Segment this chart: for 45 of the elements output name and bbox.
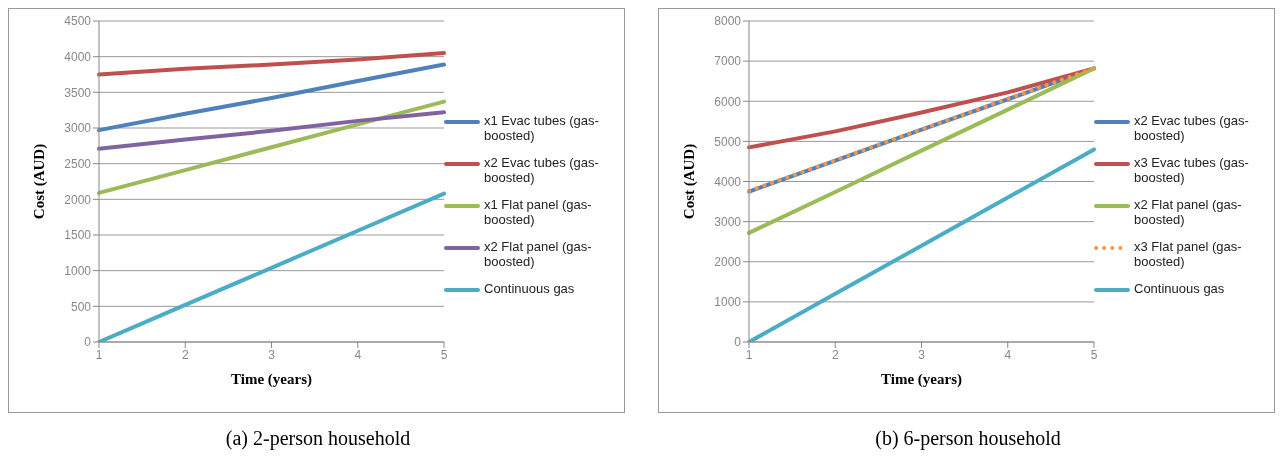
y-tick-label: 2000	[64, 192, 92, 207]
y-tick-label: 4000	[64, 49, 92, 64]
legend-label: x2 Evac tubes (gas-boosted)	[484, 155, 600, 185]
legend-label: x1 Evac tubes (gas-boosted)	[484, 113, 600, 143]
x-axis-title: Time (years)	[881, 371, 962, 388]
legend-label: x3 Evac tubes (gas-boosted)	[1134, 155, 1250, 185]
y-tick-label: 3000	[714, 214, 742, 229]
legend-label: x2 Flat panel (gas-boosted)	[1134, 197, 1243, 227]
legend-label: Continuous gas	[1134, 281, 1225, 296]
y-tick-label: 500	[70, 299, 92, 314]
text: (b) 6-person household	[874, 427, 1062, 450]
y-tick-label: 3500	[64, 85, 92, 100]
legend-label: x2 Flat panel (gas-boosted)	[484, 239, 593, 269]
x-tick-label: 1	[95, 347, 103, 362]
text: (a) 2-person household	[224, 427, 412, 450]
x-tick-label: 4	[1004, 347, 1012, 362]
x-tick-label: 5	[1090, 347, 1098, 362]
legend-label: Continuous gas	[484, 281, 575, 296]
legend-label: x3 Flat panel (gas-boosted)	[1134, 239, 1243, 269]
y-tick-label: 2000	[714, 255, 742, 270]
x-tick-label: 3	[918, 347, 926, 362]
y-tick-label: 1000	[714, 295, 742, 310]
y-tick-label: 4000	[714, 174, 742, 189]
x-tick-label: 1	[745, 347, 753, 362]
y-tick-label: 7000	[714, 54, 742, 69]
y-tick-label: 2500	[64, 156, 92, 171]
x-tick-label: 4	[354, 347, 362, 362]
y-tick-label: 8000	[714, 14, 742, 29]
x-tick-label: 3	[268, 347, 276, 362]
x-tick-label: 5	[440, 347, 448, 362]
y-tick-label: 1500	[64, 228, 92, 243]
y-tick-label: 0	[734, 335, 742, 350]
x-tick-label: 2	[831, 347, 839, 362]
y-tick-label: 3000	[64, 121, 92, 136]
legend-label: x1 Flat panel (gas-boosted)	[484, 197, 593, 227]
legend-label: x2 Evac tubes (gas-boosted)	[1134, 113, 1250, 143]
y-axis-title: Cost (AUD)	[31, 143, 49, 220]
x-axis-title: Time (years)	[231, 371, 312, 388]
y-axis-title: Cost (AUD)	[681, 143, 699, 220]
y-tick-label: 1000	[64, 263, 92, 278]
y-tick-label: 0	[84, 335, 92, 350]
x-tick-label: 2	[181, 347, 189, 362]
y-tick-label: 6000	[714, 94, 742, 109]
y-tick-label: 4500	[64, 14, 92, 29]
y-tick-label: 5000	[714, 134, 742, 149]
